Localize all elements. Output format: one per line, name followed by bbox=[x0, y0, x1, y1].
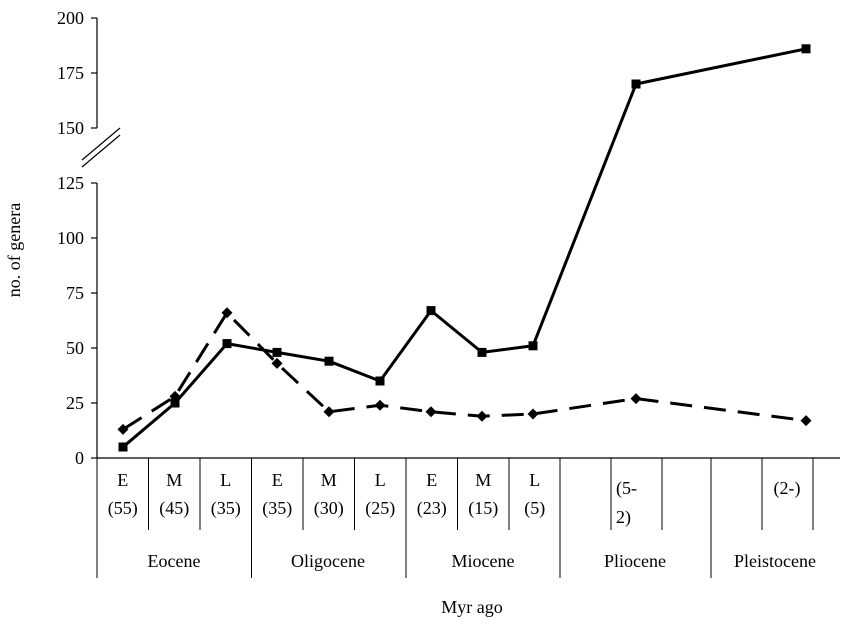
category-age-label: (25) bbox=[365, 498, 395, 519]
category-age-label: (35) bbox=[211, 498, 241, 519]
epoch-label: Pleistocene bbox=[734, 551, 816, 571]
series-solid-line bbox=[122, 47, 807, 449]
category-age-label: (45) bbox=[159, 498, 189, 519]
category-label: L bbox=[220, 470, 231, 490]
data-point-diamond bbox=[630, 393, 642, 405]
data-point-diamond bbox=[374, 399, 386, 411]
category-label: M bbox=[321, 470, 337, 490]
series-dashed-line bbox=[122, 311, 807, 431]
data-point-square bbox=[324, 356, 334, 366]
data-point-square bbox=[426, 306, 436, 316]
data-point-square bbox=[170, 398, 180, 408]
data-point-square bbox=[272, 347, 282, 357]
data-point-diamond bbox=[169, 390, 181, 402]
y-tick-label: 100 bbox=[57, 228, 84, 248]
data-point-square bbox=[477, 347, 487, 357]
y-axis: 0 25 50 75 100 125 150 175 200 bbox=[57, 8, 121, 468]
category-age-label: (2-) bbox=[774, 478, 801, 499]
data-point-square bbox=[801, 44, 811, 54]
data-point-square bbox=[222, 339, 232, 349]
y-tick-label: 150 bbox=[57, 118, 84, 138]
data-point-diamond bbox=[323, 406, 335, 418]
x-axis-table: E (55) M (45) L (35) E (35) M (30) L (25) E (23) M (15)… bbox=[96, 457, 840, 578]
category-age-label: (15) bbox=[468, 498, 498, 519]
category-label: L bbox=[529, 470, 540, 490]
data-point-square bbox=[118, 442, 128, 452]
epoch-label: Miocene bbox=[452, 551, 515, 571]
data-point-square bbox=[528, 341, 538, 351]
category-age-label: (5- bbox=[616, 478, 637, 499]
data-point-square bbox=[375, 376, 385, 386]
category-age-label: (35) bbox=[262, 498, 292, 519]
y-tick-label: 75 bbox=[66, 283, 84, 303]
category-label: L bbox=[375, 470, 386, 490]
data-point-diamond bbox=[800, 415, 812, 427]
category-age-label: (23) bbox=[417, 498, 447, 519]
data-point-diamond bbox=[271, 357, 283, 369]
category-label: M bbox=[166, 470, 182, 490]
axis-break-mark bbox=[81, 127, 121, 161]
data-point-diamond bbox=[527, 408, 539, 420]
data-point-diamond bbox=[117, 423, 129, 435]
series-layer bbox=[117, 44, 812, 452]
y-tick-label: 0 bbox=[75, 448, 84, 468]
epoch-label: Pliocene bbox=[604, 551, 666, 571]
epoch-label: Eocene bbox=[148, 551, 201, 571]
category-label: E bbox=[426, 470, 437, 490]
category-label: M bbox=[475, 470, 491, 490]
category-age-label: (5) bbox=[524, 498, 545, 519]
y-tick-label: 175 bbox=[57, 63, 84, 83]
y-tick-label: 50 bbox=[66, 338, 84, 358]
y-axis-title: no. of genera bbox=[4, 203, 24, 297]
axis-break-mark bbox=[81, 134, 121, 168]
y-tick-label: 125 bbox=[57, 173, 84, 193]
category-age-label: (55) bbox=[108, 498, 138, 519]
category-label: E bbox=[272, 470, 283, 490]
category-label: E bbox=[117, 470, 128, 490]
x-axis-title: Myr ago bbox=[441, 597, 503, 617]
data-point-diamond bbox=[221, 307, 233, 319]
data-point-diamond bbox=[425, 406, 437, 418]
category-age-label: 2) bbox=[616, 507, 631, 528]
epoch-label: Oligocene bbox=[291, 551, 365, 571]
data-point-square bbox=[631, 79, 641, 89]
y-tick-label: 25 bbox=[66, 393, 84, 413]
data-point-diamond bbox=[476, 410, 488, 422]
category-age-label: (30) bbox=[314, 498, 344, 519]
y-tick-label: 200 bbox=[57, 8, 84, 28]
